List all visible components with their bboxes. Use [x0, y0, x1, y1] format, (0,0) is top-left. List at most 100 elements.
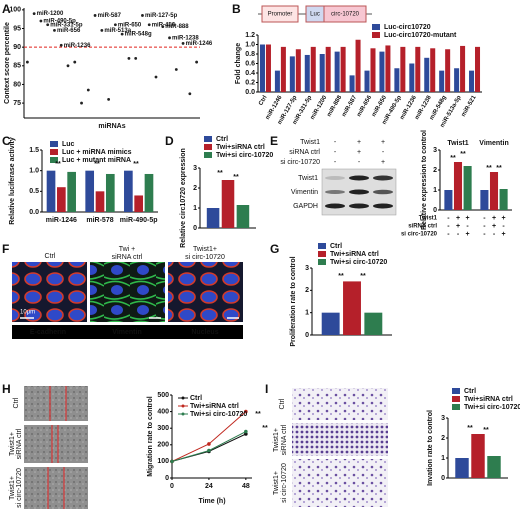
y-tick-label: 0.2 [245, 79, 255, 86]
panel-letter: E [270, 134, 278, 148]
bar [134, 195, 143, 212]
image-label: Ctrl [13, 397, 20, 408]
point [188, 92, 192, 96]
point [25, 60, 29, 64]
point-label: miR-127-5p [145, 13, 178, 19]
y-tick-label: 100 [9, 7, 21, 14]
x-tick-label: miR-1246 [46, 217, 77, 224]
group-title: Vimentin [479, 140, 508, 147]
significance: ** [133, 161, 139, 168]
condition-sign: + [492, 223, 496, 230]
y-tick-label: 200 [157, 442, 169, 449]
bar [454, 68, 460, 92]
group-title: Twist1 [447, 140, 468, 147]
point-label: miR-513a [104, 28, 131, 34]
y-tick-label: 3 [305, 265, 309, 272]
bar [487, 456, 501, 478]
condition-sign: + [381, 159, 385, 166]
legend-swatch [452, 396, 460, 402]
legend-swatch [204, 144, 212, 150]
condition-sign: - [502, 223, 505, 230]
y-tick-label: 2 [433, 167, 437, 174]
significance: ** [262, 425, 268, 432]
marker [244, 429, 248, 434]
condition-name: Twist1 [300, 139, 320, 146]
y-tick-label: 0 [193, 225, 197, 232]
y-tick-label: 75 [13, 100, 21, 107]
condition-sign: - [483, 215, 486, 222]
y-tick-label: 500 [157, 392, 169, 399]
condition-sign: - [466, 223, 469, 230]
y-tick-label: 100 [157, 458, 169, 465]
bar [349, 75, 355, 92]
image-label: Twist1+ [9, 432, 16, 456]
series-line [171, 431, 247, 462]
legend-swatch [318, 251, 326, 257]
legend-swatch [318, 259, 326, 265]
bar [439, 70, 445, 92]
blot-band [325, 190, 345, 194]
bar [415, 46, 421, 92]
point [46, 23, 50, 27]
bar [430, 48, 436, 92]
blot-band [349, 189, 369, 195]
blot-band [373, 175, 393, 181]
y-tick-label: 3 [441, 415, 445, 422]
y-tick-label: 90 [13, 44, 21, 51]
bar [409, 63, 415, 92]
image-label: Twist1+ [273, 471, 280, 495]
bar [379, 51, 385, 92]
panel-letter: B [232, 2, 241, 16]
legend-swatch [318, 243, 326, 249]
significance: ** [94, 161, 100, 168]
point [66, 64, 70, 68]
bar [236, 205, 250, 228]
y-tick-label: 0.5 [29, 188, 39, 195]
y-tick-label: 80 [13, 81, 21, 88]
legend-label: Luc + miRNA mimics [62, 149, 132, 156]
y-tick-label: 0 [165, 475, 169, 482]
point [100, 28, 104, 32]
legend-swatch [204, 152, 212, 158]
y-axis-label: Relative expression to control [421, 130, 428, 230]
y-tick-label: 0.6 [245, 60, 255, 67]
condition-sign: - [483, 223, 486, 230]
image-label: siRNA ctrl [112, 254, 143, 261]
transwell-image [292, 423, 388, 456]
bar [469, 70, 475, 92]
construct-box [323, 5, 367, 23]
point [53, 28, 56, 32]
point [147, 23, 151, 27]
y-axis-label: Relative luciferase activity [9, 137, 16, 225]
bar [325, 46, 331, 92]
image-label: Ctrl [279, 398, 286, 409]
point [73, 60, 77, 64]
condition-sign: - [358, 159, 361, 166]
significance: ** [467, 425, 473, 432]
stain-legend-bg [12, 325, 243, 339]
point [195, 60, 199, 64]
bar [394, 68, 400, 92]
y-tick-label: 0 [441, 475, 445, 482]
transwell-image [292, 388, 388, 420]
marker [207, 442, 211, 446]
marker [207, 448, 211, 453]
legend-swatch [204, 136, 212, 142]
bar [364, 312, 383, 335]
bar [460, 45, 466, 92]
point-label: miR-490-5p [43, 19, 76, 25]
x-axis-label: miRNAs [98, 123, 125, 130]
image-label: siRNA ctrl [16, 428, 23, 459]
y-tick-label: 300 [157, 425, 169, 432]
y-axis-label: Relative circ10720 expression [180, 148, 187, 248]
legend-label: Luc + mutant miRNA [62, 157, 131, 164]
panel-letter: C [2, 134, 11, 148]
transwell-image [292, 459, 388, 507]
condition-sign: - [334, 139, 337, 146]
point [174, 68, 178, 71]
legend-label: Ctrl [330, 243, 342, 250]
bar [259, 44, 265, 92]
significance: ** [255, 411, 261, 418]
y-tick-label: 1.2 [245, 32, 255, 39]
bar [385, 45, 391, 92]
